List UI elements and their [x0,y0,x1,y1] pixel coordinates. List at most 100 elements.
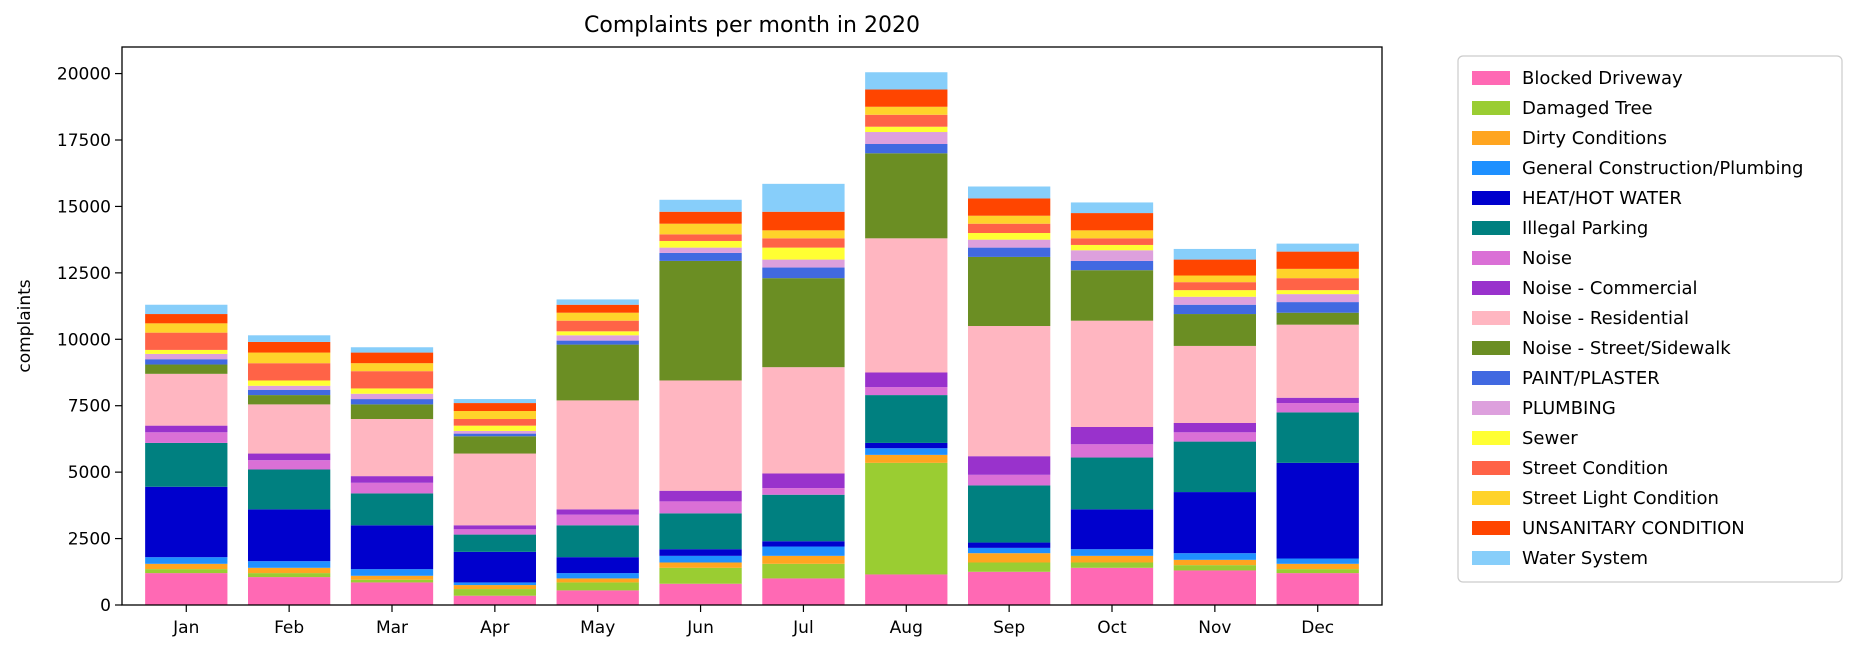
x-tick-label: Aug [890,618,923,638]
bar-segment-mar-7 [350,476,434,483]
bar-segment-jul-11 [762,259,845,268]
legend-swatch [1472,491,1510,505]
bar-segment-apr-8 [453,453,536,526]
bar-segment-jan-8 [145,373,228,426]
legend-swatch [1472,221,1510,235]
bar-segment-jan-13 [145,332,228,350]
bar-segment-dec-8 [1276,324,1359,398]
bar-segment-jul-8 [762,367,845,474]
bar-segment-mar-14 [350,363,434,372]
bar-segment-sep-11 [968,239,1051,248]
y-tick-label: 20000 [57,65,111,85]
bar-segment-jul-16 [762,183,845,212]
legend-swatch [1472,311,1510,325]
bar-segment-jun-15 [659,211,742,224]
y-tick-label: 7500 [68,397,111,417]
bar-segment-jun-2 [659,562,742,568]
legend-label: Dirty Conditions [1522,128,1667,149]
bar-segment-feb-15 [248,341,331,353]
bar-segment-nov-9 [1173,314,1256,346]
bar-segment-nov-0 [1173,570,1256,605]
bar-segment-aug-5 [865,395,948,443]
bar-segment-dec-6 [1276,403,1359,413]
y-tick-label: 12500 [57,264,111,284]
bar-segment-oct-15 [1070,213,1154,231]
legend-label: Sewer [1522,428,1578,449]
legend-label: Damaged Tree [1522,98,1653,119]
bar-segment-jul-0 [762,578,845,605]
bar-segment-jan-3 [145,557,228,564]
bar-segment-dec-5 [1276,412,1359,463]
bar-segment-apr-16 [453,399,536,404]
bar-segment-aug-8 [865,238,948,373]
bar-segment-nov-1 [1173,565,1256,571]
legend-swatch [1472,161,1510,175]
bar-segment-mar-9 [350,404,434,419]
bar-segment-feb-3 [248,561,331,568]
bar-segment-jan-7 [145,425,228,433]
bar-segment-aug-3 [865,448,948,455]
bar-segment-mar-11 [350,393,434,400]
bar-segment-apr-4 [453,551,536,583]
bar-segment-dec-13 [1276,278,1359,291]
legend-label: PAINT/PLASTER [1522,368,1660,389]
bar-segment-jul-1 [762,563,845,579]
legend-label: HEAT/HOT WATER [1522,188,1682,209]
bar-segment-mar-13 [350,371,434,389]
bar-segment-sep-8 [968,326,1051,457]
bar-segment-oct-14 [1070,230,1154,239]
x-tick-label: May [580,618,615,638]
legend-swatch [1472,71,1510,85]
bar-segment-may-3 [556,573,639,579]
bar-segment-jun-0 [659,583,742,605]
bar-segment-oct-11 [1070,250,1154,261]
x-axis: Jan Feb Mar Apr May Jun Jul Aug Sep Oct Nov Dec [172,605,1334,638]
legend-label: General Construction/Plumbing [1522,158,1803,179]
bar-segment-feb-12 [248,380,331,386]
bar-segment-feb-13 [248,363,331,381]
bar-segment-mar-0 [350,582,434,605]
bar-segment-dec-9 [1276,312,1359,325]
bar-segment-aug-7 [865,372,948,388]
bar-segment-nov-3 [1173,553,1256,560]
y-axis-label: complaints [15,279,35,372]
legend-swatch [1472,191,1510,205]
bar-segment-oct-16 [1070,202,1154,214]
bar-segment-jul-14 [762,230,845,239]
bar-segment-aug-10 [865,143,948,154]
legend-swatch [1472,101,1510,115]
bar-segment-aug-0 [865,574,948,605]
legend-swatch [1472,341,1510,355]
bar-segment-dec-12 [1276,290,1359,295]
legend-swatch [1472,521,1510,535]
bar-segment-jul-4 [762,541,845,547]
bar-segment-aug-16 [865,72,948,90]
bar-segment-may-12 [556,331,639,336]
bar-segment-jul-9 [762,278,845,368]
bar-segment-feb-10 [248,389,331,396]
x-tick-label: Jan [172,618,199,638]
bar-segment-mar-15 [350,352,434,364]
bar-segment-dec-11 [1276,294,1359,303]
legend-swatch [1472,131,1510,145]
bar-segment-feb-14 [248,352,331,364]
bar-segment-jun-12 [659,240,742,248]
bar-segment-sep-15 [968,198,1051,216]
bar-segment-mar-16 [350,347,434,353]
plot-frame [121,46,1383,606]
bar-segment-jan-6 [145,432,228,443]
bar-segment-nov-15 [1173,259,1256,276]
bar-segment-jun-16 [659,199,742,212]
bar-segment-jul-13 [762,238,845,248]
bar-segment-jun-13 [659,234,742,241]
legend-label: UNSANITARY CONDITION [1522,518,1745,539]
bar-segment-apr-2 [453,585,536,590]
bar-segment-mar-5 [350,493,434,526]
legend: Blocked Driveway Damaged Tree Dirty Condit… [1457,55,1843,583]
bar-segment-feb-5 [248,469,331,510]
bar-segment-dec-3 [1276,558,1359,564]
bar-segment-dec-14 [1276,268,1359,279]
legend-swatch [1472,371,1510,385]
bar-segment-nov-11 [1173,296,1256,305]
